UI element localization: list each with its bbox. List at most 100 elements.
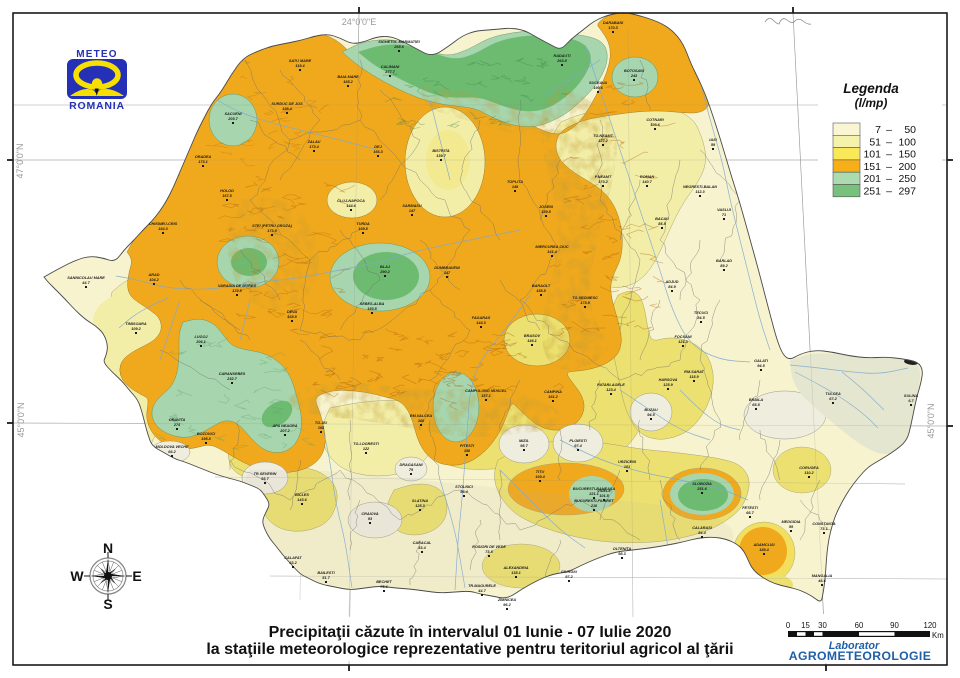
svg-text:CLUJ-NAPOCA: CLUJ-NAPOCA [337,199,365,203]
svg-text:45°0'0"N: 45°0'0"N [16,402,26,437]
svg-text:ALEXANDRIA: ALEXANDRIA [503,566,529,570]
svg-text:VIDELE: VIDELE [597,489,611,493]
svg-text:BISTRITA: BISTRITA [432,149,449,153]
svg-text:–: – [886,149,892,161]
svg-text:66.2: 66.2 [168,450,176,454]
svg-text:IASI: IASI [709,138,717,142]
svg-text:159.8: 159.8 [541,210,551,214]
svg-text:173.2: 173.2 [598,180,608,184]
svg-text:127.2: 127.2 [598,139,608,143]
svg-text:ROSIORI DE VEDE: ROSIORI DE VEDE [472,545,506,549]
svg-text:TR.SEVERIN: TR.SEVERIN [254,472,277,476]
svg-text:SLATINA: SLATINA [412,499,428,503]
svg-text:101: 101 [863,149,881,161]
svg-text:125.9: 125.9 [663,383,673,387]
svg-text:218: 218 [590,504,598,508]
svg-text:7: 7 [875,124,881,136]
svg-text:94.5: 94.5 [647,413,655,417]
svg-text:147: 147 [444,271,451,275]
svg-text:141.4: 141.4 [547,250,557,254]
svg-text:119.4: 119.4 [295,64,305,68]
svg-text:53.4: 53.4 [418,546,426,550]
svg-text:59: 59 [789,525,794,529]
svg-text:207.2: 207.2 [279,429,290,433]
svg-text:195.8: 195.8 [201,437,211,441]
svg-text:198.4: 198.4 [282,107,292,111]
svg-text:0: 0 [786,621,791,630]
svg-text:MANGALIA: MANGALIA [812,574,833,578]
svg-text:149: 149 [512,185,519,189]
svg-text:94.5: 94.5 [757,364,765,368]
svg-text:98.3: 98.3 [618,552,626,556]
svg-text:44.7: 44.7 [477,589,486,593]
svg-text:VASLUI: VASLUI [717,208,732,212]
svg-text:BECHET: BECHET [376,580,392,584]
svg-text:BARAOLT: BARAOLT [532,284,551,288]
svg-text:112.3: 112.3 [695,190,705,194]
svg-text:TIMISOARA: TIMISOARA [125,322,147,326]
svg-text:47°0'0"N: 47°0'0"N [15,143,25,178]
svg-text:60: 60 [855,621,864,630]
svg-text:–: – [886,173,892,185]
svg-text:TG.JIU: TG.JIU [315,421,327,425]
svg-text:164.3: 164.3 [158,227,168,231]
svg-text:BLAJ: BLAJ [380,265,391,269]
svg-text:66.7: 66.7 [746,511,754,515]
svg-text:CARACAL: CARACAL [413,541,432,545]
svg-text:90: 90 [890,621,899,630]
svg-text:–: – [886,136,892,148]
svg-text:168.8: 168.8 [287,315,297,319]
svg-text:101: 101 [624,465,630,469]
svg-text:122: 122 [363,447,370,451]
svg-text:TG.SECUIESC: TG.SECUIESC [572,296,598,300]
svg-text:DRAGASANI: DRAGASANI [400,463,424,467]
svg-text:–: – [886,186,892,198]
svg-text:110.2: 110.2 [804,471,814,475]
svg-text:DUMBRAVENI: DUMBRAVENI [434,266,460,270]
svg-text:206.1: 206.1 [195,340,206,344]
svg-text:TG.LOGRESTI: TG.LOGRESTI [353,442,380,446]
svg-text:85.8: 85.8 [658,222,666,226]
svg-text:STEI (PETRU GROZA): STEI (PETRU GROZA) [252,224,292,228]
svg-text:73.8: 73.8 [485,550,493,554]
svg-text:144.3: 144.3 [476,321,486,325]
svg-text:167.5: 167.5 [222,194,232,198]
svg-text:ZALAU: ZALAU [307,140,321,144]
svg-text:143.6: 143.6 [297,498,307,502]
svg-text:BAIA MARE: BAIA MARE [337,75,359,79]
svg-text:79: 79 [409,468,414,472]
svg-text:BUCURESTI-FILARET: BUCURESTI-FILARET [574,499,614,503]
svg-text:PITESTI: PITESTI [460,444,475,448]
svg-text:6.7: 6.7 [908,399,914,403]
svg-text:CONSTANTA: CONSTANTA [812,522,836,526]
svg-text:BACAU: BACAU [655,217,669,221]
svg-text:45°0'0"N: 45°0'0"N [926,403,936,438]
svg-text:169.8: 169.8 [358,227,368,231]
svg-text:STOLNICI: STOLNICI [455,485,474,489]
svg-text:158: 158 [464,449,471,453]
svg-text:84.5: 84.5 [697,316,705,320]
svg-text:115.9: 115.9 [689,375,699,379]
svg-text:CARANSEBES: CARANSEBES [219,372,246,376]
svg-text:63.2: 63.2 [289,561,297,565]
svg-text:SANNICOLAU MARE: SANNICOLAU MARE [67,276,105,280]
svg-text:SLOBOZIA: SLOBOZIA [692,482,712,486]
svg-text:TECUCI: TECUCI [694,311,709,315]
svg-text:E: E [132,568,141,584]
svg-text:BRAILA: BRAILA [749,398,764,402]
svg-text:51.7: 51.7 [322,576,330,580]
svg-text:103.6: 103.6 [650,123,660,127]
svg-text:251.6: 251.6 [696,487,707,491]
svg-text:265.6: 265.6 [393,45,404,49]
svg-text:ROMAN: ROMAN [640,175,655,179]
svg-text:95.7: 95.7 [520,444,528,448]
svg-text:BARLAD: BARLAD [716,259,732,263]
svg-text:232.7: 232.7 [226,377,237,381]
svg-text:201: 201 [863,173,881,185]
svg-text:SULINA: SULINA [904,394,918,398]
svg-text:TULCEA: TULCEA [825,392,841,396]
svg-text:ADJUD: ADJUD [664,280,678,284]
svg-text:277.7: 277.7 [384,70,395,74]
svg-text:165: 165 [318,426,325,430]
svg-text:TITU: TITU [536,470,545,474]
